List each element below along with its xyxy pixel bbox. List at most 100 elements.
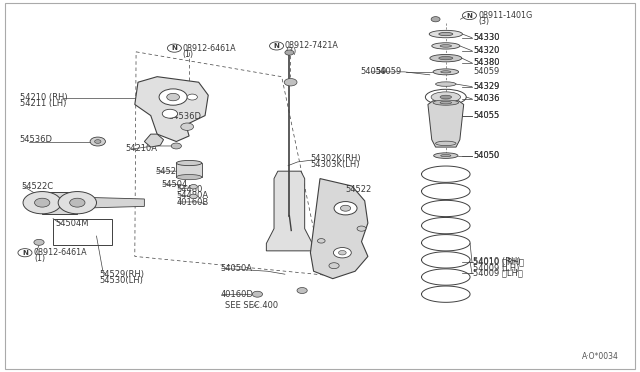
- Text: 54059: 54059: [360, 67, 387, 76]
- Text: 54009 (LH): 54009 (LH): [473, 264, 520, 273]
- Text: 54059: 54059: [376, 67, 402, 76]
- Text: 54210 (RH): 54210 (RH): [20, 93, 67, 102]
- Circle shape: [35, 198, 50, 207]
- Text: (1): (1): [34, 254, 45, 263]
- Text: 08912-6461A: 08912-6461A: [34, 248, 88, 257]
- Text: 40160B: 40160B: [176, 198, 209, 207]
- Circle shape: [163, 109, 177, 118]
- Text: 54210A: 54210A: [125, 144, 157, 153]
- Text: 54303K(LH): 54303K(LH): [310, 160, 360, 169]
- Text: 54050A: 54050A: [220, 264, 252, 273]
- Text: 54036: 54036: [473, 94, 500, 103]
- Polygon shape: [266, 171, 312, 251]
- Circle shape: [23, 192, 61, 214]
- Text: 40160D: 40160D: [220, 290, 253, 299]
- Text: 54522C: 54522C: [156, 167, 188, 176]
- Circle shape: [95, 140, 101, 143]
- Circle shape: [329, 263, 339, 269]
- Text: 54330: 54330: [473, 33, 500, 42]
- Ellipse shape: [441, 154, 451, 157]
- Text: 54010 (RH): 54010 (RH): [473, 257, 521, 266]
- Text: (2): (2): [285, 47, 296, 56]
- Text: 54329: 54329: [473, 82, 500, 91]
- Ellipse shape: [429, 31, 463, 38]
- Text: 54055: 54055: [473, 111, 499, 120]
- Ellipse shape: [433, 100, 459, 105]
- Text: N: N: [467, 13, 472, 19]
- Text: 54050: 54050: [473, 151, 499, 160]
- Text: N: N: [22, 250, 28, 256]
- Ellipse shape: [440, 45, 452, 47]
- Ellipse shape: [433, 69, 459, 75]
- Circle shape: [357, 226, 366, 231]
- Circle shape: [172, 143, 181, 149]
- Text: 54211 (LH): 54211 (LH): [20, 99, 66, 108]
- Circle shape: [58, 192, 97, 214]
- Circle shape: [189, 185, 197, 189]
- Text: 54055: 54055: [473, 111, 499, 120]
- Ellipse shape: [436, 82, 456, 86]
- Ellipse shape: [431, 92, 461, 102]
- Text: 54522: 54522: [346, 185, 372, 194]
- Text: 54380: 54380: [473, 58, 500, 67]
- Circle shape: [297, 288, 307, 294]
- Ellipse shape: [436, 141, 456, 145]
- Circle shape: [334, 202, 357, 215]
- Ellipse shape: [439, 32, 453, 36]
- Polygon shape: [310, 179, 368, 279]
- Text: 54529(RH): 54529(RH): [100, 270, 145, 279]
- Ellipse shape: [441, 71, 451, 73]
- Ellipse shape: [440, 101, 452, 104]
- Circle shape: [431, 17, 440, 22]
- Circle shape: [317, 238, 325, 243]
- Text: 54536D: 54536D: [168, 112, 201, 121]
- Circle shape: [167, 93, 179, 101]
- Ellipse shape: [440, 95, 452, 99]
- Text: A·O*0034: A·O*0034: [582, 352, 619, 361]
- Ellipse shape: [176, 160, 202, 166]
- Text: 54504M: 54504M: [55, 219, 88, 228]
- Text: 54480: 54480: [176, 185, 203, 194]
- Circle shape: [285, 50, 294, 55]
- Ellipse shape: [176, 174, 202, 180]
- Text: 54036: 54036: [473, 94, 500, 103]
- Text: 54504: 54504: [162, 180, 188, 189]
- Polygon shape: [428, 101, 464, 147]
- Text: 08912-7421A: 08912-7421A: [285, 41, 339, 51]
- Text: 08912-6461A: 08912-6461A: [182, 44, 236, 52]
- Text: N: N: [274, 43, 280, 49]
- Text: 54059: 54059: [473, 67, 499, 76]
- Text: 54302K(RH): 54302K(RH): [310, 154, 361, 163]
- Ellipse shape: [439, 57, 453, 60]
- Ellipse shape: [432, 43, 460, 49]
- Text: 54530(LH): 54530(LH): [100, 276, 143, 285]
- Text: 54522C: 54522C: [21, 182, 53, 190]
- Circle shape: [180, 123, 193, 131]
- Text: N: N: [172, 45, 177, 51]
- Circle shape: [339, 250, 346, 255]
- Text: 54380: 54380: [473, 58, 500, 67]
- Bar: [53, 219, 112, 244]
- Text: 54320: 54320: [473, 46, 500, 55]
- Text: (1): (1): [182, 49, 194, 58]
- Polygon shape: [77, 197, 145, 208]
- Circle shape: [189, 194, 197, 199]
- Text: 54320: 54320: [473, 46, 500, 55]
- Text: SEE SEC.400: SEE SEC.400: [225, 301, 278, 310]
- Circle shape: [187, 94, 197, 100]
- Polygon shape: [135, 77, 208, 141]
- Text: 54010 （RH）: 54010 （RH）: [473, 257, 524, 266]
- Text: 54329: 54329: [473, 82, 500, 91]
- Circle shape: [90, 137, 106, 146]
- Text: 54050: 54050: [473, 151, 499, 160]
- Circle shape: [252, 291, 262, 297]
- Ellipse shape: [434, 153, 458, 158]
- Text: 54480A: 54480A: [176, 191, 209, 200]
- Text: 54330: 54330: [473, 33, 500, 42]
- Circle shape: [34, 239, 44, 245]
- Text: (3): (3): [478, 17, 490, 26]
- Polygon shape: [176, 163, 202, 177]
- Ellipse shape: [430, 54, 462, 62]
- Text: 54009 （LH）: 54009 （LH）: [473, 269, 523, 278]
- Circle shape: [159, 89, 187, 105]
